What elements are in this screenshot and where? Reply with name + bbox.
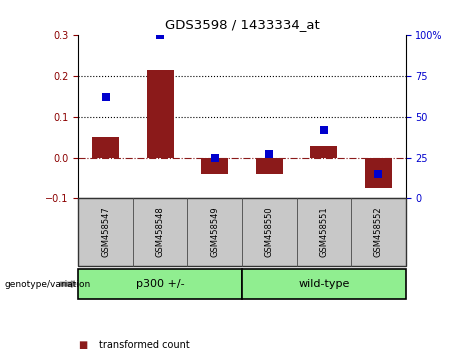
Bar bbox=[256, 158, 283, 174]
Point bbox=[211, 155, 219, 160]
Text: wild-type: wild-type bbox=[298, 279, 349, 289]
Bar bbox=[92, 137, 119, 158]
Text: GSM458551: GSM458551 bbox=[319, 206, 328, 257]
Text: ■: ■ bbox=[78, 340, 88, 350]
Point bbox=[157, 33, 164, 38]
Text: genotype/variation: genotype/variation bbox=[5, 280, 91, 289]
Point bbox=[320, 127, 327, 133]
Bar bbox=[365, 158, 392, 188]
Point bbox=[375, 171, 382, 177]
Text: GSM458547: GSM458547 bbox=[101, 206, 110, 257]
Text: transformed count: transformed count bbox=[99, 340, 190, 350]
Bar bbox=[147, 70, 174, 158]
Point bbox=[102, 95, 109, 100]
Title: GDS3598 / 1433334_at: GDS3598 / 1433334_at bbox=[165, 18, 319, 32]
Text: GSM458548: GSM458548 bbox=[156, 206, 165, 257]
Text: GSM458552: GSM458552 bbox=[374, 206, 383, 257]
Text: p300 +/-: p300 +/- bbox=[136, 279, 184, 289]
Point bbox=[266, 152, 273, 157]
Text: GSM458549: GSM458549 bbox=[210, 206, 219, 257]
Text: GSM458550: GSM458550 bbox=[265, 206, 274, 257]
Bar bbox=[201, 158, 228, 174]
Bar bbox=[310, 146, 337, 158]
